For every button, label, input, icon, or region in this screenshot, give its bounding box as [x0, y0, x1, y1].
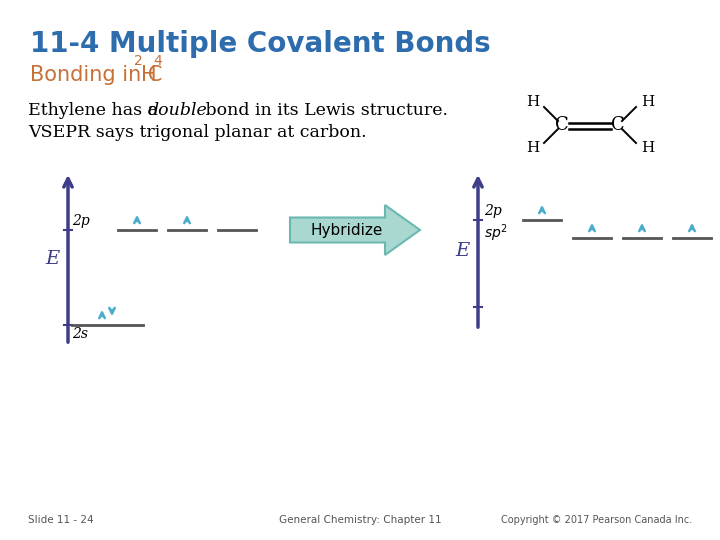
- Text: H: H: [641, 141, 654, 155]
- Text: $sp^2$: $sp^2$: [484, 222, 508, 244]
- Text: Hybridize: Hybridize: [310, 222, 382, 238]
- Text: bond in its Lewis structure.: bond in its Lewis structure.: [200, 102, 448, 119]
- Text: Copyright © 2017 Pearson Canada Inc.: Copyright © 2017 Pearson Canada Inc.: [500, 515, 692, 525]
- Text: C: C: [611, 116, 625, 134]
- Text: double: double: [148, 102, 208, 119]
- Text: 11-4 Multiple Covalent Bonds: 11-4 Multiple Covalent Bonds: [30, 30, 491, 58]
- Text: 2s: 2s: [72, 327, 88, 341]
- Text: H: H: [526, 141, 539, 155]
- Text: H: H: [141, 65, 157, 85]
- Text: 2p: 2p: [484, 204, 502, 218]
- Text: 2: 2: [134, 54, 143, 68]
- Text: VSEPR says trigonal planar at carbon.: VSEPR says trigonal planar at carbon.: [28, 124, 366, 141]
- Text: E: E: [45, 249, 59, 267]
- Polygon shape: [290, 205, 420, 255]
- Text: Ethylene has a: Ethylene has a: [28, 102, 163, 119]
- Text: 4: 4: [153, 54, 162, 68]
- Text: General Chemistry: Chapter 11: General Chemistry: Chapter 11: [279, 515, 441, 525]
- Text: C: C: [555, 116, 569, 134]
- Text: H: H: [641, 95, 654, 109]
- Text: H: H: [526, 95, 539, 109]
- Text: E: E: [455, 242, 469, 260]
- Text: Bonding in C: Bonding in C: [30, 65, 163, 85]
- Text: Slide 11 - 24: Slide 11 - 24: [28, 515, 94, 525]
- Text: 2p: 2p: [72, 214, 90, 228]
